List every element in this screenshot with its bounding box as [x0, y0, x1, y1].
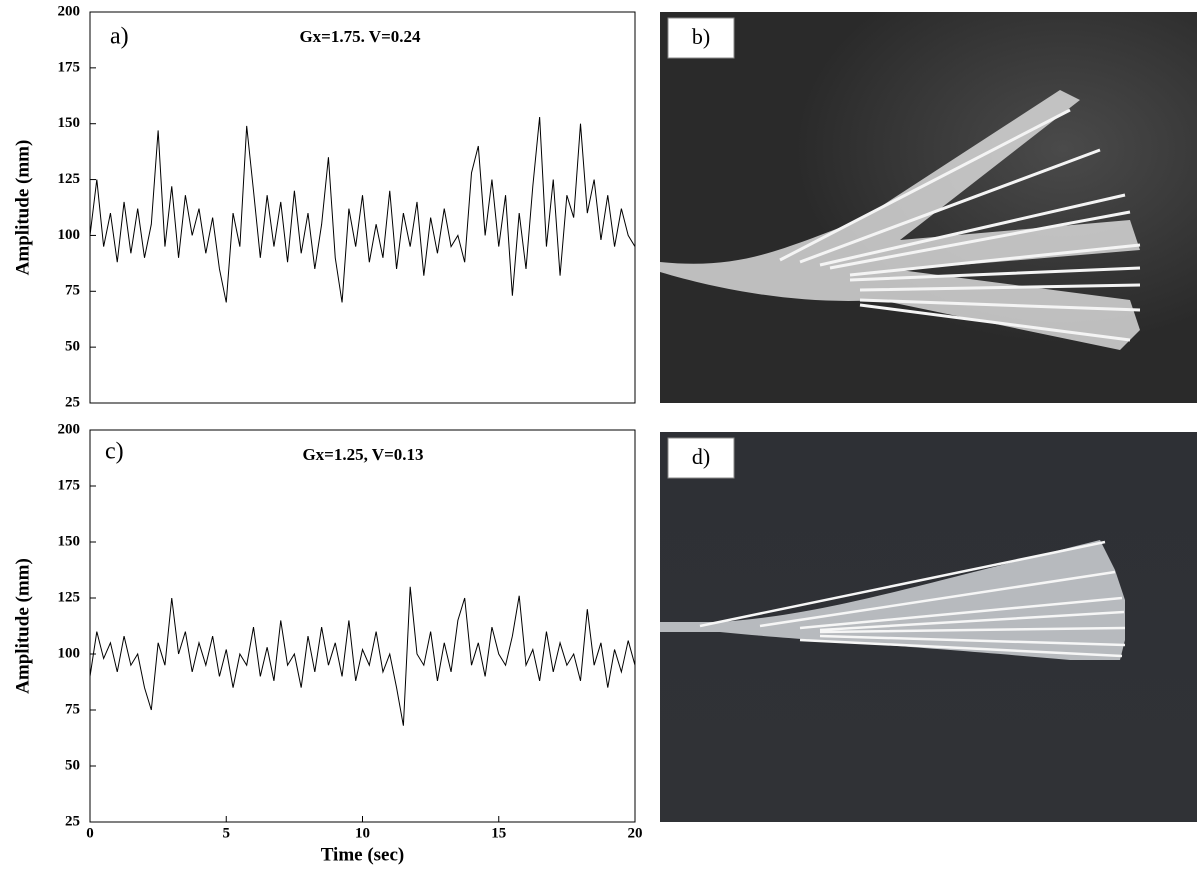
panel-label: b) [692, 24, 710, 49]
y-tick-label: 50 [65, 339, 80, 355]
data-line [89, 116, 636, 303]
annotation: Gx=1.75. V=0.24 [299, 27, 421, 46]
y-axis-label: Amplitude (mm) [12, 140, 33, 276]
annotation: c) [105, 439, 124, 465]
y-tick-label: 200 [58, 3, 81, 19]
y-tick-label: 50 [65, 757, 80, 773]
plot-frame [89, 11, 636, 404]
y-tick-label: 175 [58, 477, 81, 493]
y-tick-label: 125 [58, 589, 81, 605]
y-tick-label: 75 [65, 701, 80, 717]
x-tick-label: 15 [491, 825, 506, 841]
plot-frame [89, 429, 636, 823]
panel-label: d) [692, 444, 710, 469]
x-axis-label: Time (sec) [321, 844, 405, 865]
y-tick-label: 100 [58, 227, 81, 243]
x-tick-label: 0 [86, 825, 94, 841]
data-line [89, 586, 636, 726]
y-tick-label: 175 [58, 59, 81, 75]
annotation: a) [110, 24, 129, 50]
y-tick-label: 125 [58, 171, 81, 187]
y-tick-label: 200 [58, 421, 81, 437]
y-tick-label: 100 [58, 645, 81, 661]
photo-d: d) [660, 432, 1197, 822]
y-axis-label: Amplitude (mm) [12, 558, 33, 694]
x-tick-label: 10 [355, 825, 370, 841]
annotation: Gx=1.25, V=0.13 [302, 445, 423, 464]
x-tick-label: 5 [223, 825, 231, 841]
y-tick-label: 150 [58, 533, 81, 549]
photo-b: b) [660, 12, 1197, 403]
x-tick-label: 20 [628, 825, 643, 841]
y-tick-label: 25 [65, 394, 80, 410]
y-tick-label: 75 [65, 283, 80, 299]
y-tick-label: 25 [65, 813, 80, 829]
y-tick-label: 150 [58, 115, 81, 131]
